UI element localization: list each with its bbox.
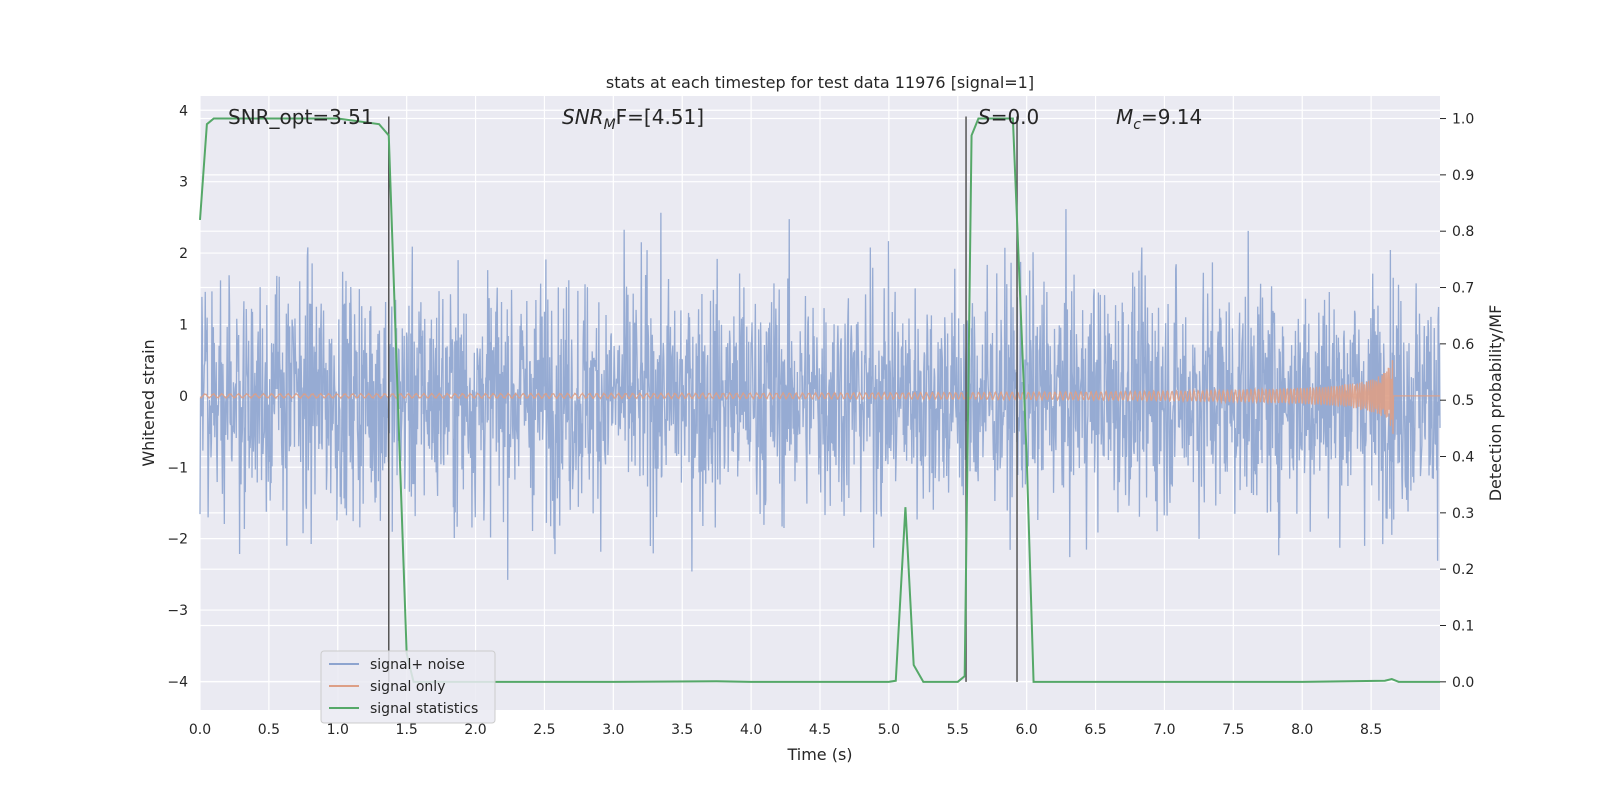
y-right-axis-ticks: 1.0 0.9 0.8 0.7 0.6 0.5 0.4 0.3 0.2 0.1 0.0: [1440, 112, 1474, 691]
y-right-tick-label-10: 0.0: [1452, 675, 1474, 691]
noise-trace: [199, 209, 1441, 580]
x-tick-label-6: 3.0: [602, 722, 624, 738]
y-right-tick-label-1: 0.9: [1452, 168, 1474, 184]
x-tick-label-12: 6.0: [1016, 722, 1038, 738]
annotation-s-rest: =0.0: [991, 105, 1040, 129]
y-left-tick-label-8: −4: [167, 674, 188, 690]
annotation-snr-mf-main: SNR: [562, 105, 604, 129]
y-right-tick-label-8: 0.2: [1452, 562, 1474, 578]
annotation-snr-mf-sub: M: [604, 117, 616, 133]
x-tick-label-7: 3.5: [671, 722, 693, 738]
y-right-tick-label-0: 1.0: [1452, 112, 1474, 128]
y-left-tick-label-3: 1: [179, 317, 188, 333]
legend-box: [320, 650, 496, 724]
y-left-tick-label-4: 0: [179, 389, 188, 405]
annotation-snr-opt: SNR_opt=3.51: [228, 105, 374, 129]
x-tick-label-8: 4.0: [740, 722, 762, 738]
series-signal-noise: [199, 209, 1441, 580]
x-tick-label-15: 7.5: [1222, 722, 1244, 738]
x-tick-label-10: 5.0: [878, 722, 900, 738]
y-right-tick-label-9: 0.1: [1452, 619, 1474, 635]
x-tick-label-17: 8.5: [1360, 722, 1382, 738]
chart-title: stats at each timestep for test data 119…: [606, 73, 1034, 92]
y-right-tick-label-5: 0.5: [1452, 393, 1474, 409]
x-tick-label-16: 8.0: [1291, 722, 1313, 738]
x-axis-ticks: 0.0 0.5 1.0 1.5 2.0 2.5 3.0 3.5 4.0 4.5 5.0 5.5 6.0 6…: [189, 722, 1382, 738]
x-tick-label-13: 6.5: [1084, 722, 1106, 738]
x-tick-label-9: 4.5: [809, 722, 831, 738]
y-left-tick-label-0: 4: [179, 103, 188, 119]
y-right-tick-label-7: 0.3: [1452, 506, 1474, 522]
annotation-mc-main: M: [1116, 105, 1133, 129]
x-tick-label-4: 2.0: [464, 722, 486, 738]
series-signal-statistics: [199, 117, 1440, 683]
x-axis-label: Time (s): [786, 745, 852, 764]
signal-statistics-trace: [199, 117, 1440, 683]
x-tick-label-0: 0.0: [189, 722, 211, 738]
y-right-tick-label-4: 0.6: [1452, 337, 1474, 353]
series-signal-only: [199, 360, 1440, 434]
y-right-axis-label: Detection probability/MF: [1486, 305, 1505, 502]
y-left-tick-label-2: 2: [179, 246, 188, 262]
legend-label-signal-statistics: signal statistics: [370, 701, 478, 717]
x-tick-label-11: 5.5: [947, 722, 969, 738]
legend: signal+ noise signal only signal statist…: [320, 650, 496, 724]
annotation-mc: Mc=9.14: [1116, 105, 1202, 133]
y-left-axis-ticks: 4 3 2 1 0 −1 −2 −3 −4: [167, 103, 188, 690]
annotation-snr-mf-rest: F=[4.51]: [616, 105, 704, 129]
y-right-tick-label-3: 0.7: [1452, 281, 1474, 297]
annotation-mc-sub: c: [1133, 117, 1141, 133]
x-tick-label-5: 2.5: [533, 722, 555, 738]
y-left-axis-label: Whitened strain: [139, 339, 158, 466]
y-right-tick-label-2: 0.8: [1452, 224, 1474, 240]
y-left-tick-label-7: −3: [167, 603, 188, 619]
y-left-tick-label-5: −1: [167, 460, 188, 476]
annotation-mc-rest: =9.14: [1141, 105, 1202, 129]
x-tick-label-14: 7.0: [1153, 722, 1175, 738]
legend-label-signal-only: signal only: [370, 679, 445, 695]
x-tick-label-3: 1.5: [396, 722, 418, 738]
annotation-s-main: S: [978, 105, 991, 129]
y-left-tick-label-1: 3: [179, 175, 188, 191]
x-tick-label-2: 1.0: [327, 722, 349, 738]
annotation-s: S=0.0: [978, 105, 1039, 129]
x-tick-label-1: 0.5: [258, 722, 280, 738]
y-left-tick-label-6: −2: [167, 532, 188, 548]
legend-label-signal-noise: signal+ noise: [370, 657, 465, 673]
y-right-tick-label-6: 0.4: [1452, 450, 1474, 466]
annotation-snr-mf: SNRMF=[4.51]: [562, 105, 704, 133]
signal-only-trace: [199, 360, 1440, 434]
